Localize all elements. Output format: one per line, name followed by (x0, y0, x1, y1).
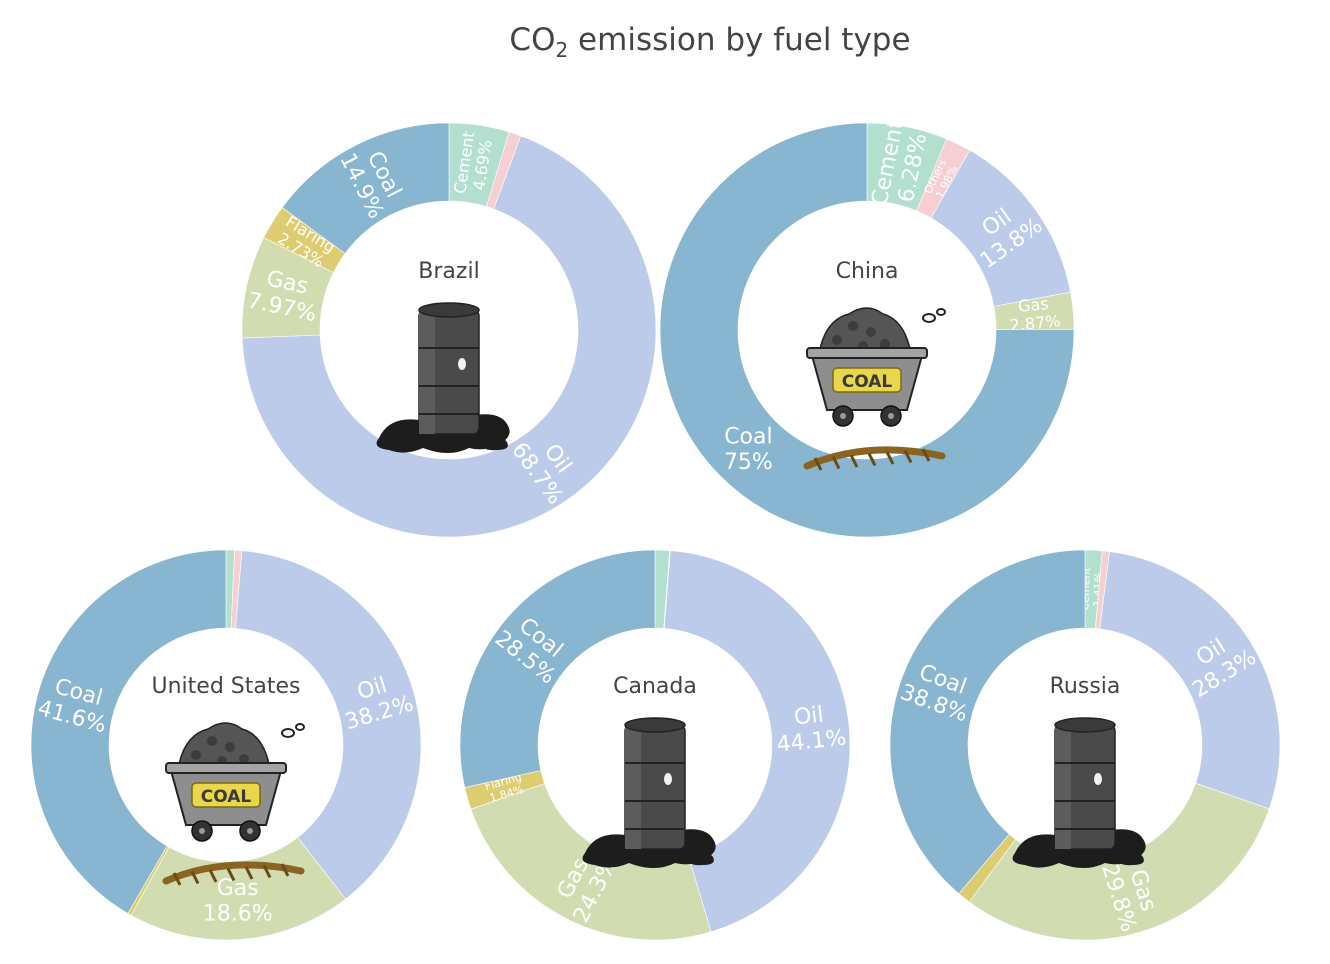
country-label-united-states: United States (152, 674, 301, 699)
coal-cart-icon: COAL (803, 307, 946, 471)
label-china-gas: Gas2.87% (1007, 293, 1061, 335)
oil-barrel-icon (582, 717, 716, 868)
label-china-coal: Coal 75% (724, 424, 773, 474)
slice-brazil-coal[interactable] (281, 122, 450, 255)
slice-united-states-oil[interactable] (235, 550, 422, 900)
oil-barrel-icon (376, 302, 510, 453)
slice-china-coal[interactable] (659, 122, 1075, 538)
donut-russia: Cement1.41%Oil28.3%Gas29.8%Coal38.8% Russ… (889, 549, 1281, 941)
country-label-china: China (836, 259, 899, 284)
country-label-canada: Canada (613, 674, 697, 699)
oil-barrel-icon (1012, 717, 1146, 868)
chart-title-suffix: emission by fuel type (568, 22, 911, 58)
country-label-russia: Russia (1050, 674, 1121, 699)
slice-brazil-oil[interactable] (241, 135, 657, 538)
donut-brazil: Cement4.69%Oil68.7%Gas7.97%Flaring2.73%C… (241, 122, 657, 538)
country-label-brazil: Brazil (418, 259, 479, 284)
slice-united-states-coal[interactable] (30, 549, 227, 914)
donut-canada: Oil44.1%Gas24.3%Flaring1.84%Coal28.5% Can… (459, 549, 851, 941)
chart-title-subscript: 2 (555, 38, 569, 63)
slice-russia-coal[interactable] (889, 549, 1086, 895)
label-canada-oil: Oil44.1% (773, 700, 848, 757)
donut-china: Cement6.28%Others1.98%Oil13.8%Gas2.87%Co… (659, 118, 1075, 538)
coal-cart-icon: COAL (162, 722, 305, 886)
label-united-states-gas: Gas 18.6% (203, 876, 273, 926)
slice-russia-oil[interactable] (1099, 551, 1281, 810)
svg-text:COAL: COAL (842, 372, 893, 392)
slice-canada-coal[interactable] (459, 549, 656, 788)
chart-title-prefix: CO (509, 22, 556, 58)
slice-canada-oil[interactable] (663, 550, 851, 933)
donut-united-states: Oil38.2%Gas 18.6%Coal41.6%United StatesCO… (30, 549, 422, 941)
chart-title: CO2 emission by fuel type (0, 22, 1330, 62)
svg-text:COAL: COAL (201, 787, 252, 807)
